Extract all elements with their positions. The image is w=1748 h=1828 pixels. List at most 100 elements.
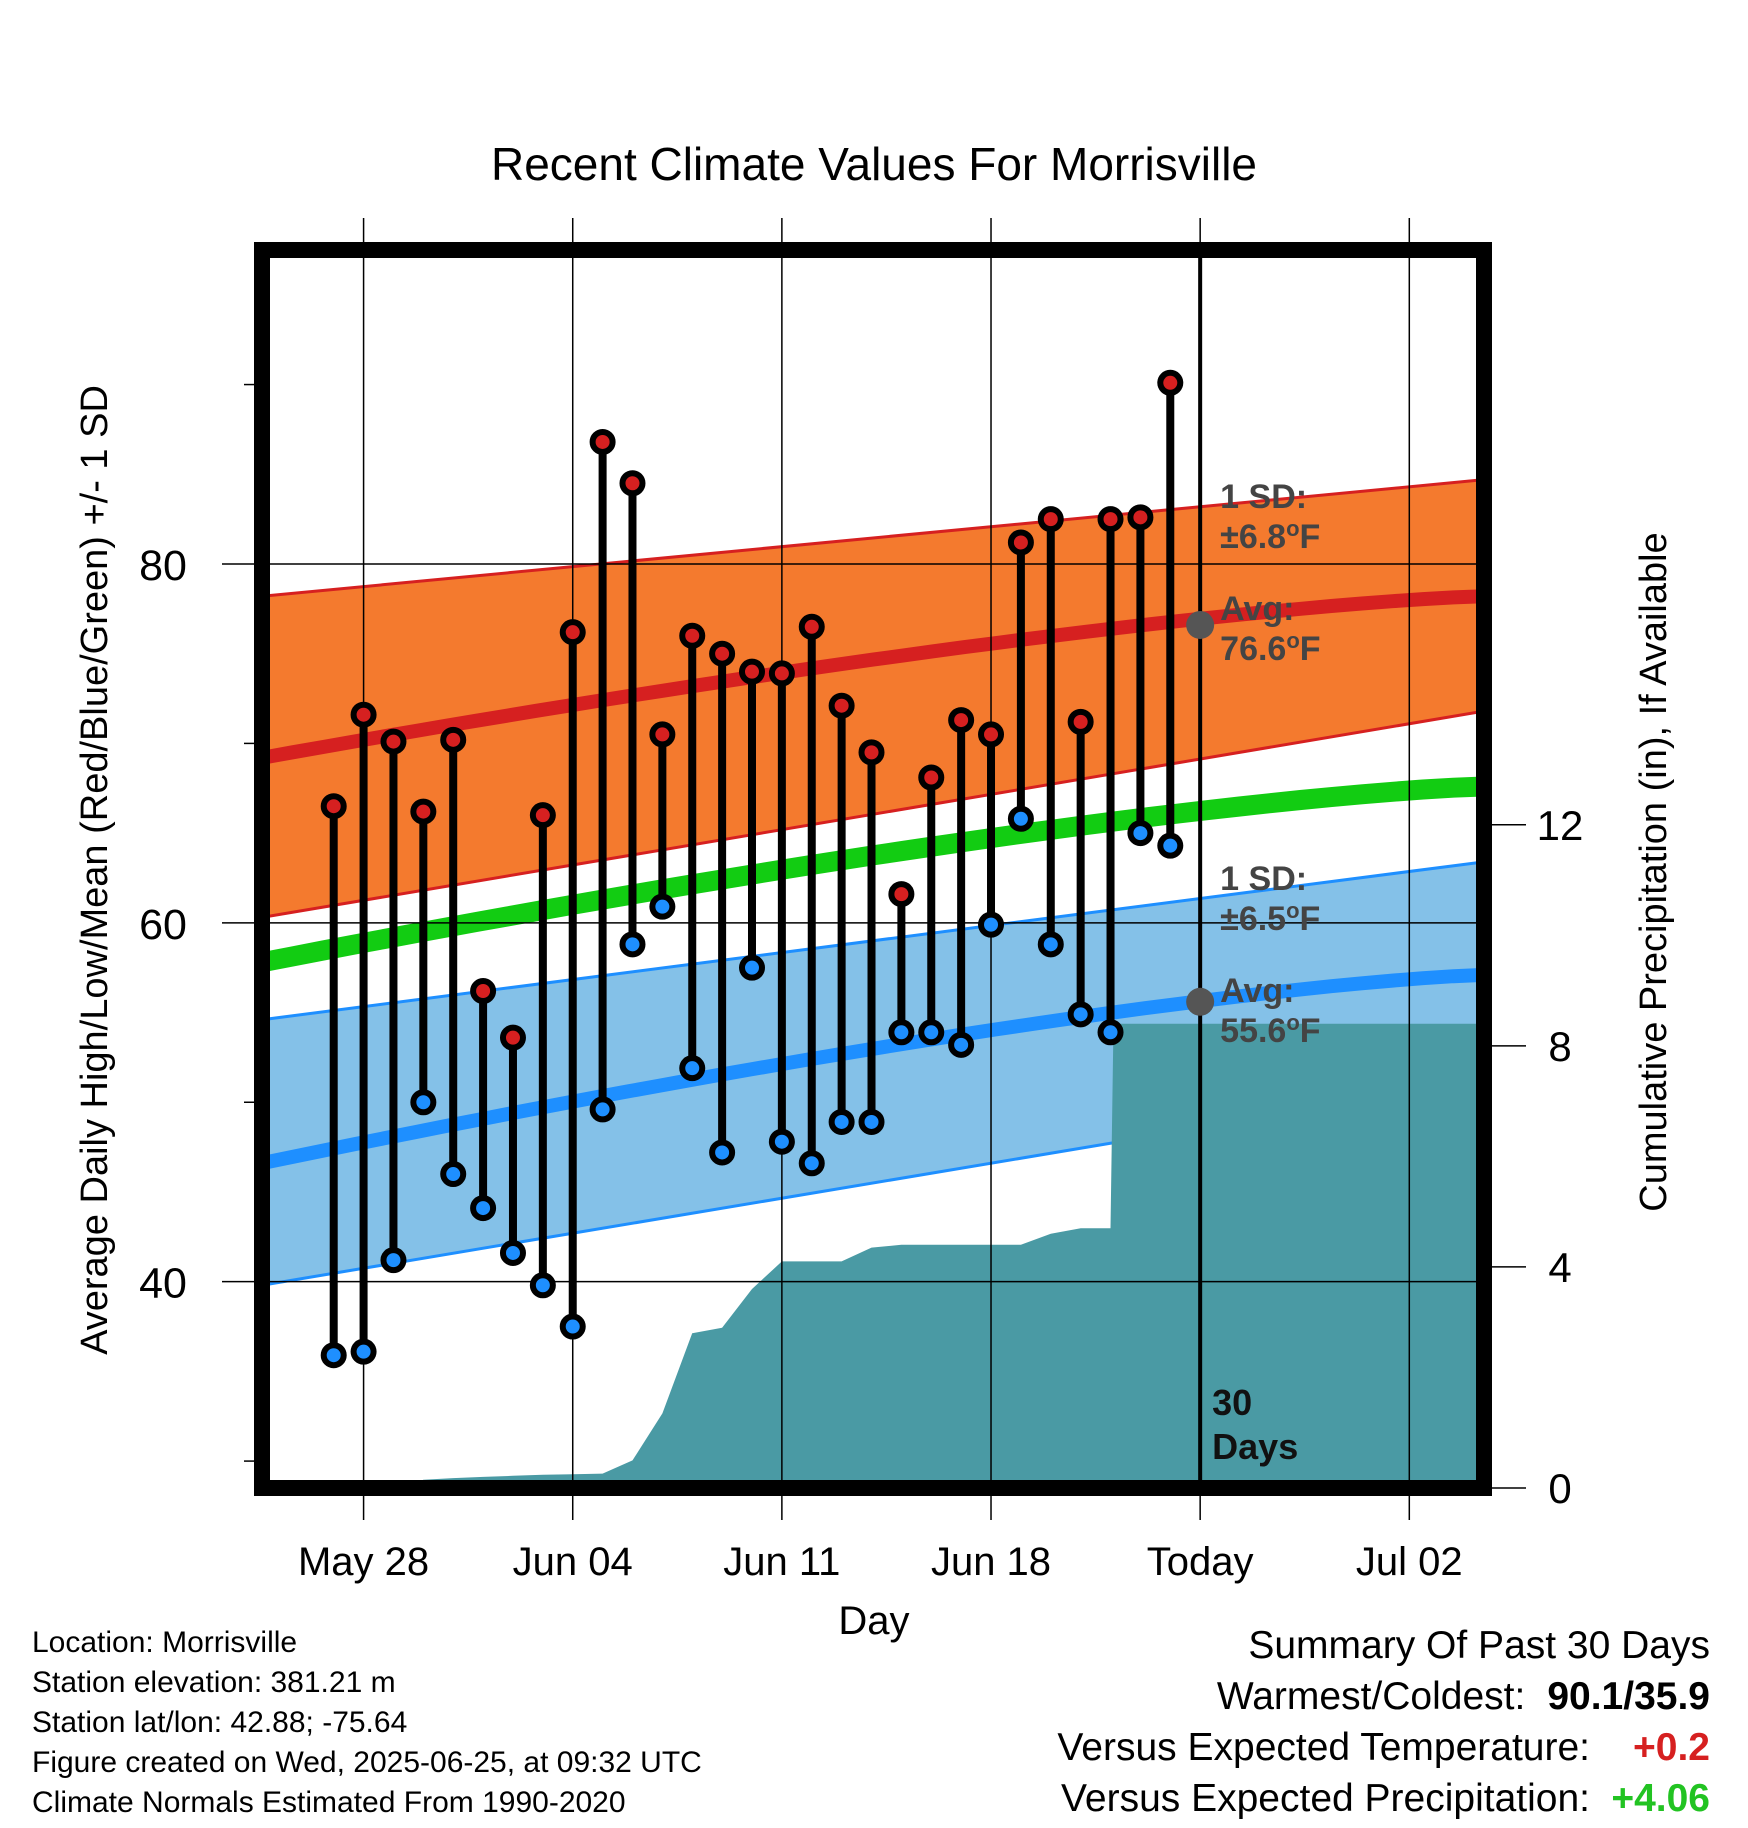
location-text: Location: Morrisville [32, 1626, 298, 1659]
sd-label-0: 1 SD: [1220, 478, 1307, 516]
y-axis-label: Average Daily High/Low/Mean (Red/Blue/Gr… [74, 385, 116, 1355]
daily-low-point-11 [649, 893, 676, 920]
avg-label-1: Avg: [1220, 972, 1294, 1010]
daily-low-point-20 [918, 1019, 945, 1046]
normal-high-line [262, 589, 1484, 765]
daily-low-point-28 [1157, 832, 1184, 859]
average-marker-1 [1186, 987, 1215, 1016]
summary-title: Summary Of Past 30 Days [1248, 1624, 1710, 1667]
chart-title: Recent Climate Values For Morrisville [491, 138, 1257, 190]
daily-high-point-18 [858, 739, 885, 766]
daily-low-point-8 [559, 1313, 586, 1340]
daily-low-point-1 [350, 1338, 377, 1365]
daily-high-point-14 [738, 658, 765, 685]
y2-tick-label-3: 12 [1537, 802, 1584, 849]
x-tick-label-5: Jul 02 [1356, 1540, 1463, 1584]
x-tick-label-3: Jun 18 [931, 1540, 1051, 1584]
x-tick-label-2: Jun 11 [723, 1540, 840, 1584]
daily-high-point-19 [888, 881, 915, 908]
daily-high-point-26 [1097, 506, 1124, 533]
today-30-days-label: 30 Days [1212, 1382, 1298, 1467]
precipitation-area [262, 1023, 1484, 1488]
temp-row: Versus Expected Temperature: +0.2 [1057, 1722, 1710, 1773]
avg-unit-o-1: o [1286, 1010, 1299, 1035]
created-text: Figure created on Wed, 2025-06-25, at 09… [32, 1746, 702, 1779]
daily-high-point-28 [1157, 369, 1184, 396]
daily-high-point-24 [1037, 506, 1064, 533]
daily-high-point-25 [1067, 708, 1094, 735]
daily-high-point-2 [380, 728, 407, 755]
daily-low-point-4 [440, 1161, 467, 1188]
daily-high-point-1 [350, 701, 377, 728]
plot-interior [262, 250, 1484, 1488]
daily-high-point-10 [619, 470, 646, 497]
precip-label: Versus Expected Precipitation: [1061, 1777, 1590, 1820]
warm-cold-row: Warmest/Coldest: 90.1/35.9 [1057, 1671, 1710, 1722]
daily-low-point-17 [828, 1108, 855, 1135]
daily-high-point-8 [559, 619, 586, 646]
daily-low-point-9 [589, 1096, 616, 1123]
sd-unit-o-0: o [1286, 516, 1299, 541]
daily-low-point-15 [768, 1128, 795, 1155]
daily-high-point-11 [649, 721, 676, 748]
daily-low-point-12 [679, 1055, 706, 1082]
daily-high-point-12 [679, 622, 706, 649]
normals-text: Climate Normals Estimated From 1990-2020 [32, 1786, 626, 1819]
warm-cold-label: Warmest/Coldest: [1216, 1675, 1526, 1718]
avg-label-0: Avg: [1220, 590, 1294, 628]
daily-high-point-6 [499, 1024, 526, 1051]
daily-high-point-9 [589, 428, 616, 455]
daily-high-point-0 [320, 793, 347, 820]
sd-unit-f-0: F [1300, 518, 1321, 556]
sd-unit-f-1: F [1300, 900, 1321, 938]
daily-low-point-22 [978, 911, 1005, 938]
y2-tick-label-0: 0 [1548, 1465, 1571, 1512]
sd-label-1: 1 SD: [1220, 860, 1307, 898]
y-tick-label-1: 60 [139, 901, 187, 949]
daily-high-point-4 [440, 726, 467, 753]
daily-low-point-16 [798, 1150, 825, 1177]
daily-high-point-15 [768, 660, 795, 687]
x-tick-label-4: Today [1147, 1540, 1254, 1584]
normal-high-sd-band [262, 479, 1484, 918]
avg-value-0: 76.6oF [1220, 628, 1320, 668]
daily-low-point-26 [1097, 1019, 1124, 1046]
average-marker-0 [1186, 610, 1215, 639]
y2-axis-label: Cumulative Precipitation (in), If Availa… [1633, 532, 1675, 1211]
x-tick-label-0: May 28 [298, 1540, 429, 1584]
daily-low-point-23 [1007, 805, 1034, 832]
daily-high-point-17 [828, 692, 855, 719]
daily-low-point-7 [529, 1272, 556, 1299]
sd-value-0: ±6.8oF [1220, 516, 1320, 556]
today-label-line-1: Days [1212, 1426, 1298, 1467]
daily-low-point-14 [738, 954, 765, 981]
y-tick-label-0: 40 [139, 1260, 187, 1308]
daily-low-point-18 [858, 1108, 885, 1135]
avg-unit-f-1: F [1300, 1012, 1321, 1050]
summary-panel: Summary Of Past 30 Days Warmest/Coldest:… [1057, 1620, 1710, 1824]
daily-low-point-10 [619, 931, 646, 958]
latlon-text: Station lat/lon: 42.88; -75.64 [32, 1706, 408, 1739]
daily-high-point-5 [470, 978, 497, 1005]
y2-tick-label-1: 4 [1548, 1244, 1571, 1291]
y2-tick-label-2: 8 [1548, 1023, 1571, 1070]
sd-unit-o-1: o [1286, 898, 1299, 923]
precip-row: Versus Expected Precipitation: +4.06 [1057, 1773, 1710, 1824]
warm-cold-value: 90.1/35.9 [1547, 1675, 1710, 1718]
elevation-text: Station elevation: 381.21 m [32, 1666, 396, 1699]
daily-low-point-21 [948, 1031, 975, 1058]
avg-value-1: 55.6oF [1220, 1010, 1320, 1050]
daily-low-point-5 [470, 1195, 497, 1222]
temp-label: Versus Expected Temperature: [1057, 1726, 1590, 1769]
avg-unit-f-0: F [1300, 630, 1321, 668]
daily-high-point-23 [1007, 529, 1034, 556]
daily-high-point-7 [529, 802, 556, 829]
temp-value: +0.2 [1633, 1726, 1710, 1769]
normal-high-band-upper-edge [262, 478, 1484, 598]
daily-low-point-25 [1067, 1001, 1094, 1028]
daily-low-point-0 [320, 1342, 347, 1369]
y-tick-label-2: 80 [139, 542, 187, 590]
x-tick-label-1: Jun 04 [513, 1540, 633, 1584]
daily-low-point-24 [1037, 931, 1064, 958]
